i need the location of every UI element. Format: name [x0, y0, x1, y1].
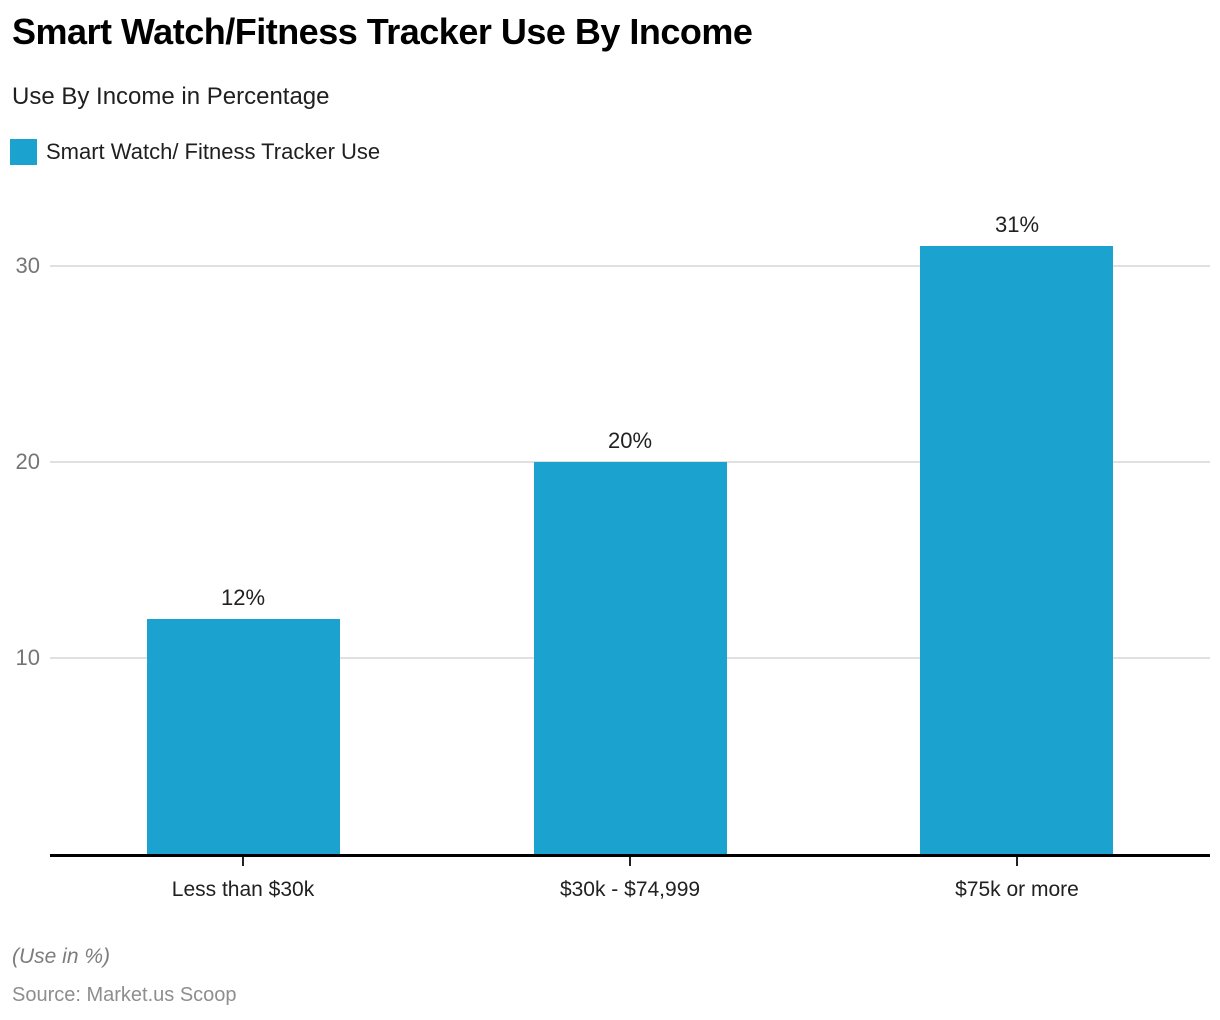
x-category-label: $75k or more [955, 878, 1079, 901]
bar-1 [147, 618, 340, 854]
bar-value-label: 31% [994, 212, 1040, 238]
x-category-label: $30k - $74,999 [559, 878, 701, 901]
y-axis-tick-label: 10 [15, 645, 40, 670]
source-text: Source: Market.us Scoop [12, 984, 237, 1006]
chart-title: Smart Watch/Fitness Tracker Use By Incom… [12, 11, 753, 52]
y-axis-tick-label: 30 [15, 253, 40, 278]
x-axis-tick [242, 857, 244, 866]
legend-label: Smart Watch/ Fitness Tracker Use [46, 138, 381, 164]
legend-swatch-icon [10, 138, 37, 165]
bar-value-label: 20% [607, 428, 653, 453]
unit-footnote: (Use in %) [12, 945, 111, 968]
bar-3 [920, 246, 1113, 854]
x-axis-line [50, 854, 1210, 857]
x-category-label: Less than $30k [171, 878, 315, 901]
x-axis-tick [629, 857, 631, 866]
chart-subtitle: Use By Income in Percentage [12, 83, 330, 110]
legend: Smart Watch/ Fitness Tracker Use [10, 138, 380, 165]
bar-2 [534, 462, 727, 854]
gridline-30 [50, 265, 1210, 267]
x-axis-tick [1016, 857, 1018, 866]
y-axis-tick-label: 20 [15, 449, 40, 474]
bar-value-label: 12% [220, 584, 266, 610]
